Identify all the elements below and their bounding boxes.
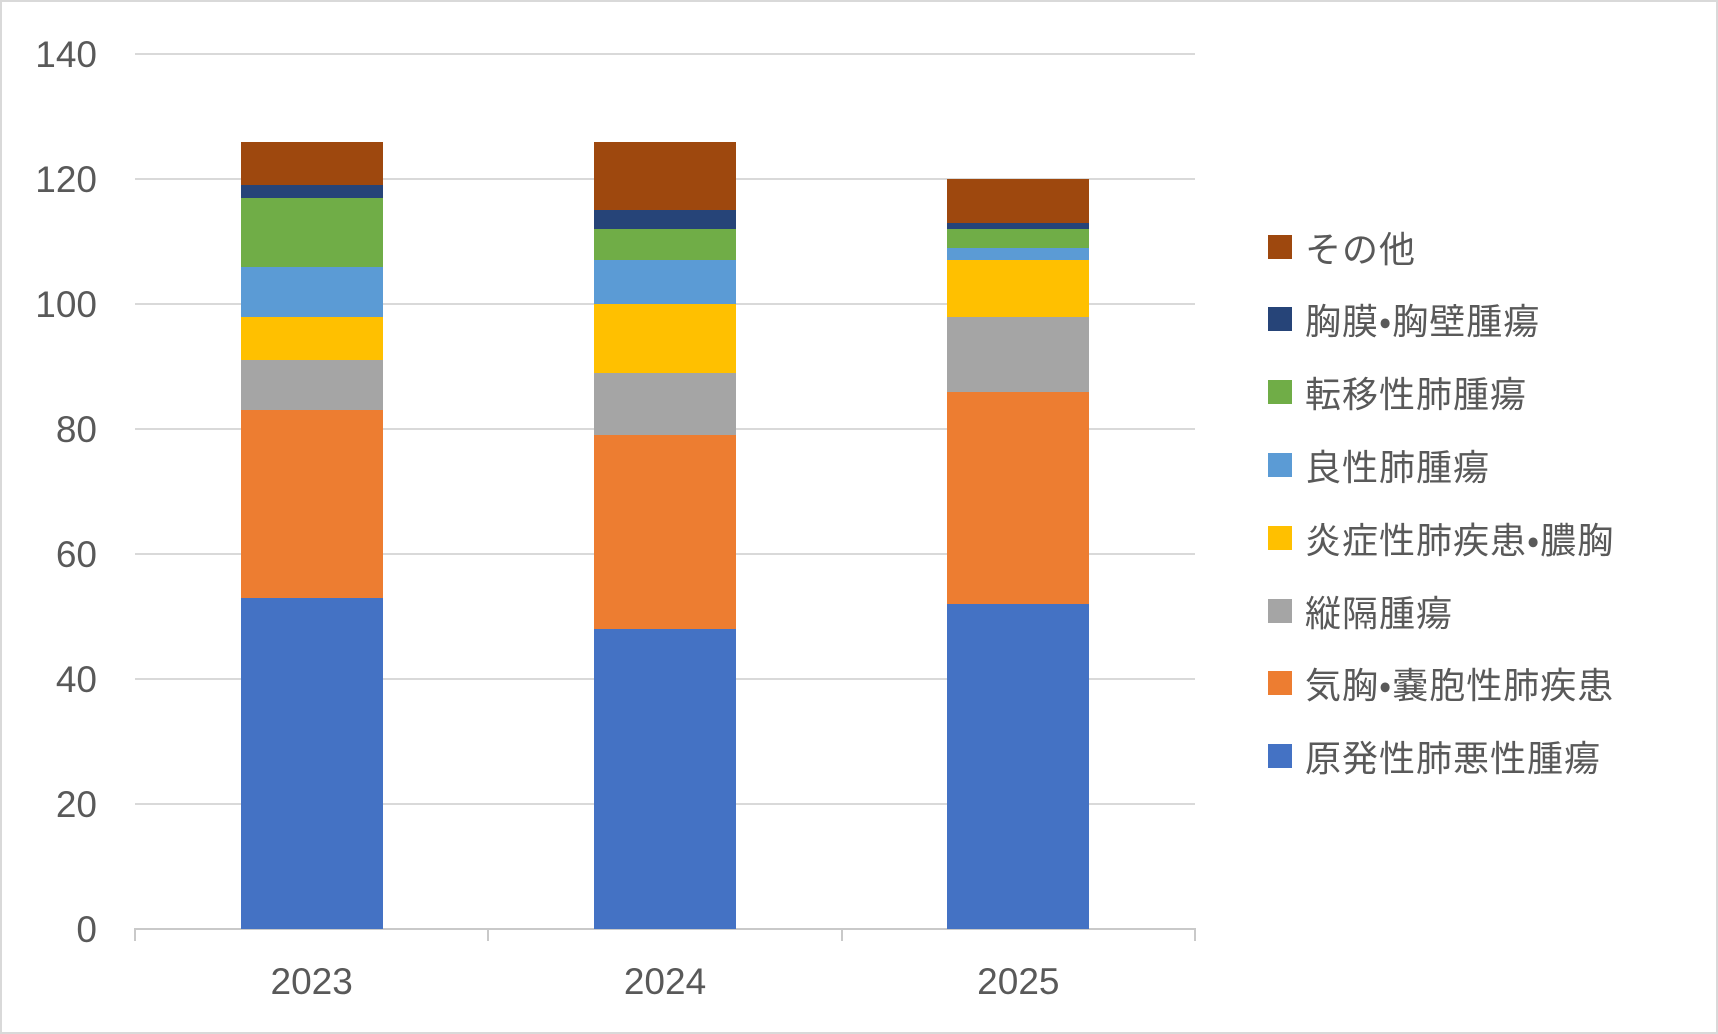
y-axis-tick-label: 60 — [55, 533, 97, 575]
legend-swatch — [1268, 234, 1292, 259]
legend-item: その他 — [1268, 210, 1416, 283]
bar-segment — [594, 304, 736, 373]
bar-segment — [594, 435, 736, 629]
bar-segment — [240, 360, 383, 411]
bar-segment — [594, 372, 736, 436]
bar-segment — [240, 597, 383, 929]
bar-segment — [947, 222, 1090, 229]
x-axis-tick — [840, 928, 843, 941]
legend-item: 転移性肺腫瘍 — [1268, 356, 1527, 429]
x-axis-category-label: 2023 — [270, 961, 353, 1002]
legend-swatch — [1268, 744, 1292, 769]
legend-swatch — [1268, 380, 1292, 405]
y-axis-tick-label: 20 — [55, 783, 97, 825]
bar-segment — [594, 629, 736, 929]
bar-segment — [947, 316, 1090, 392]
gridline — [135, 53, 1195, 55]
x-axis-category-label: 2025 — [977, 961, 1060, 1002]
y-axis-tick-label: 100 — [35, 283, 97, 325]
x-axis-tick — [487, 928, 490, 941]
bar-segment — [594, 229, 736, 261]
legend-swatch — [1268, 307, 1292, 332]
bar-segment — [947, 391, 1090, 604]
legend-label: 転移性肺腫瘍 — [1305, 374, 1528, 416]
bar-segment — [947, 247, 1090, 261]
bar-segment — [240, 410, 383, 598]
legend-label: 気胸・嚢胞性肺疾患 — [1305, 665, 1615, 707]
bar-segment — [947, 229, 1090, 248]
bar-segment — [240, 141, 383, 186]
legend-swatch — [1268, 525, 1292, 550]
legend-label: その他 — [1305, 228, 1417, 270]
bar-segment — [240, 316, 383, 361]
bar-segment — [947, 604, 1090, 929]
bar-segment — [594, 210, 736, 229]
legend-label: 良性肺腫瘍 — [1305, 446, 1491, 488]
x-axis-line — [135, 928, 1195, 930]
bar-segment — [594, 141, 736, 211]
legend-label: 胸膜・胸壁腫瘍 — [1305, 301, 1541, 343]
legend-item: 気胸・嚢胞性肺疾患 — [1268, 647, 1614, 720]
bar-segment — [240, 197, 383, 267]
legend-item: 炎症性肺疾患・膿胸 — [1268, 501, 1614, 574]
bar-segment — [947, 260, 1090, 317]
bar-segment — [947, 179, 1090, 223]
legend-swatch — [1268, 598, 1292, 623]
y-axis-tick-label: 140 — [35, 33, 97, 75]
x-axis-category-label: 2024 — [623, 961, 707, 1002]
legend-item: 良性肺腫瘍 — [1268, 428, 1490, 501]
legend-swatch — [1268, 452, 1292, 477]
x-axis-tick — [134, 928, 136, 941]
bar-segment — [240, 266, 383, 317]
bar-segment — [594, 260, 736, 304]
legend-label: 原発性肺悪性腫瘍 — [1305, 738, 1602, 780]
y-axis-tick-label: 40 — [55, 658, 97, 700]
y-axis-tick-label: 80 — [55, 408, 97, 450]
legend-item: 胸膜・胸壁腫瘍 — [1268, 283, 1540, 356]
legend-item: 原発性肺悪性腫瘍 — [1268, 720, 1601, 793]
x-axis-tick — [1194, 928, 1196, 941]
legend-label: 縦隔腫瘍 — [1305, 592, 1454, 634]
legend-swatch — [1268, 671, 1292, 696]
legend-item: 縦隔腫瘍 — [1268, 574, 1453, 647]
legend-label: 炎症性肺疾患・膿胸 — [1305, 519, 1615, 561]
bar-segment — [240, 185, 383, 198]
y-axis-tick-label: 0 — [76, 908, 97, 950]
y-axis-tick-label: 120 — [35, 158, 97, 200]
